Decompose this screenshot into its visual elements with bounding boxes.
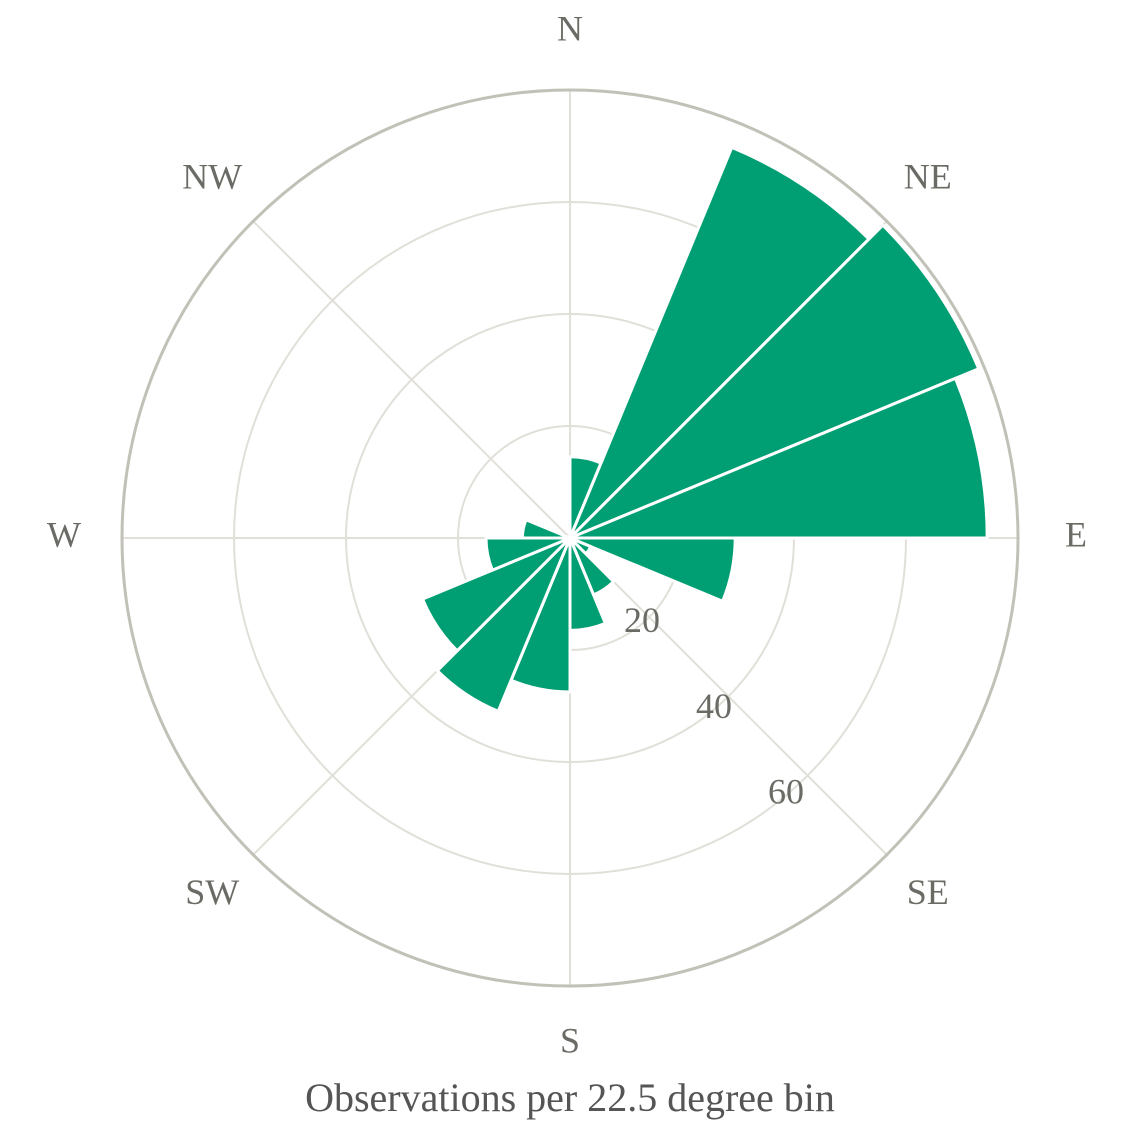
direction-label: NW (182, 156, 242, 196)
direction-label: NE (904, 156, 952, 196)
bar (568, 536, 737, 603)
bar (421, 536, 572, 653)
r-tick-label: 60 (768, 772, 804, 812)
bar (484, 536, 572, 572)
direction-label: S (560, 1020, 580, 1060)
x-axis-label: Observations per 22.5 degree bin (305, 1075, 835, 1120)
bar (568, 376, 989, 540)
bar (568, 223, 981, 540)
r-tick-label: 40 (696, 686, 732, 726)
direction-label: W (47, 514, 81, 554)
r-tick-label: 20 (624, 600, 660, 640)
bar (435, 536, 572, 713)
direction-label: SE (907, 872, 949, 912)
outer-ring (120, 88, 1020, 988)
bar (568, 145, 871, 540)
direction-label: N (557, 8, 583, 48)
direction-label: E (1065, 514, 1087, 554)
direction-label: SW (185, 872, 239, 912)
bar (520, 518, 572, 540)
